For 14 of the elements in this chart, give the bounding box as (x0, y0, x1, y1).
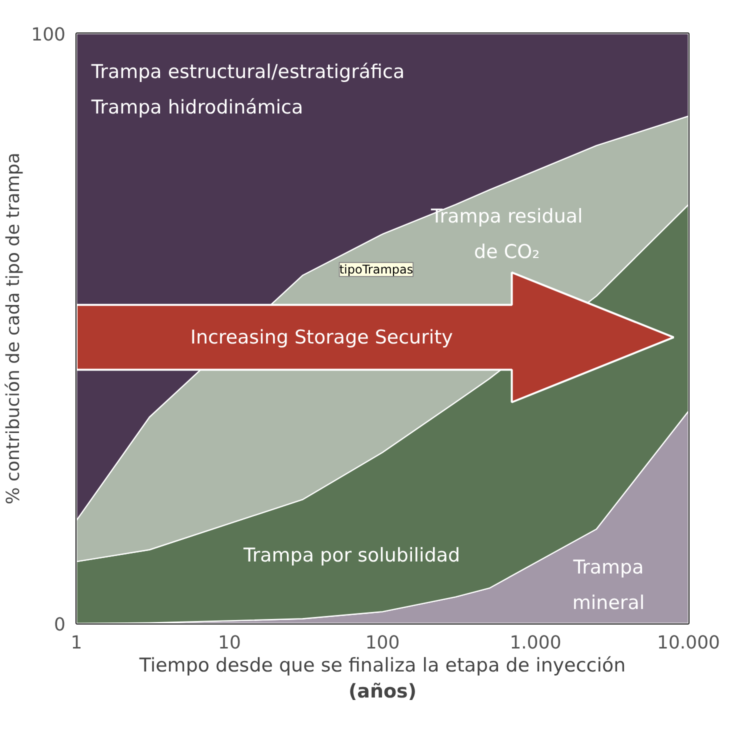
annotation: Increasing Storage Security (190, 326, 453, 348)
x-tick-label: 10.000 (657, 632, 720, 654)
x-axis-title: Tiempo desde que se finaliza la etapa de inyección (años) (138, 654, 626, 702)
x-tick-label: 100 (365, 632, 400, 654)
x-tick-label: 1.000 (510, 632, 562, 654)
series-label: Trampa por solubilidad (242, 544, 460, 567)
series-label: Trampa residual de CO₂ (430, 205, 583, 263)
y-axis-title: % contribución de cada tipo de trampa (3, 152, 24, 504)
series-label: Trampa estructural/estratigráfica Trampa hidrodinámica (90, 60, 405, 118)
x-tick-label: 1 (70, 632, 82, 654)
x-tick-label: 10 (218, 632, 241, 654)
y-tick-label: 0 (54, 614, 66, 636)
series-label: Trampa mineral (572, 556, 645, 614)
annotation: tipoTrampas (339, 262, 414, 276)
